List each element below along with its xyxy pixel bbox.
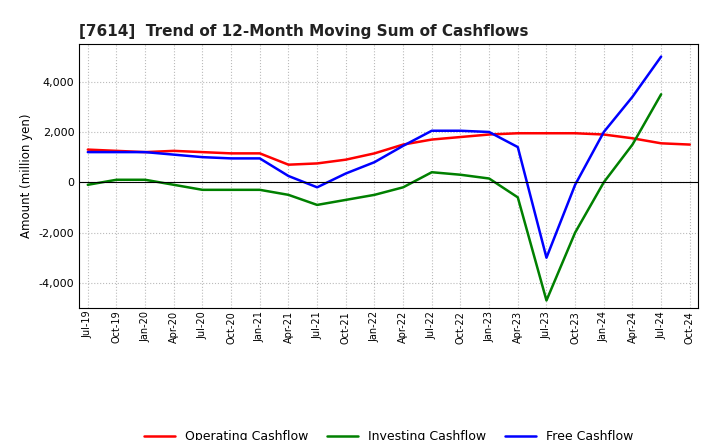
Free Cashflow bbox=[227, 156, 235, 161]
Investing Cashflow bbox=[227, 187, 235, 192]
Investing Cashflow bbox=[370, 192, 379, 198]
Free Cashflow bbox=[84, 150, 92, 155]
Investing Cashflow bbox=[112, 177, 121, 183]
Investing Cashflow bbox=[628, 142, 636, 147]
Free Cashflow bbox=[341, 171, 350, 176]
Free Cashflow bbox=[284, 173, 293, 179]
Operating Cashflow bbox=[657, 141, 665, 146]
Investing Cashflow bbox=[513, 195, 522, 200]
Free Cashflow bbox=[256, 156, 264, 161]
Investing Cashflow bbox=[312, 202, 321, 208]
Y-axis label: Amount (million yen): Amount (million yen) bbox=[20, 114, 33, 238]
Operating Cashflow bbox=[256, 151, 264, 156]
Investing Cashflow bbox=[542, 298, 551, 303]
Free Cashflow bbox=[513, 144, 522, 150]
Operating Cashflow bbox=[513, 131, 522, 136]
Investing Cashflow bbox=[256, 187, 264, 192]
Operating Cashflow bbox=[112, 148, 121, 154]
Investing Cashflow bbox=[485, 176, 493, 181]
Line: Free Cashflow: Free Cashflow bbox=[88, 57, 661, 258]
Free Cashflow bbox=[600, 129, 608, 135]
Operating Cashflow bbox=[399, 142, 408, 147]
Investing Cashflow bbox=[571, 230, 580, 235]
Free Cashflow bbox=[428, 128, 436, 133]
Free Cashflow bbox=[399, 143, 408, 148]
Investing Cashflow bbox=[399, 185, 408, 190]
Operating Cashflow bbox=[141, 150, 150, 155]
Investing Cashflow bbox=[141, 177, 150, 183]
Legend: Operating Cashflow, Investing Cashflow, Free Cashflow: Operating Cashflow, Investing Cashflow, … bbox=[139, 425, 639, 440]
Investing Cashflow bbox=[84, 182, 92, 187]
Free Cashflow bbox=[112, 150, 121, 155]
Operating Cashflow bbox=[628, 136, 636, 141]
Investing Cashflow bbox=[169, 182, 178, 187]
Free Cashflow bbox=[141, 150, 150, 155]
Investing Cashflow bbox=[284, 192, 293, 198]
Operating Cashflow bbox=[685, 142, 694, 147]
Operating Cashflow bbox=[370, 151, 379, 156]
Free Cashflow bbox=[571, 182, 580, 187]
Line: Operating Cashflow: Operating Cashflow bbox=[88, 133, 690, 165]
Operating Cashflow bbox=[341, 157, 350, 162]
Operating Cashflow bbox=[428, 137, 436, 142]
Operating Cashflow bbox=[542, 131, 551, 136]
Operating Cashflow bbox=[198, 150, 207, 155]
Investing Cashflow bbox=[600, 180, 608, 185]
Operating Cashflow bbox=[312, 161, 321, 166]
Investing Cashflow bbox=[428, 169, 436, 175]
Free Cashflow bbox=[169, 152, 178, 157]
Free Cashflow bbox=[312, 185, 321, 190]
Operating Cashflow bbox=[571, 131, 580, 136]
Operating Cashflow bbox=[227, 151, 235, 156]
Investing Cashflow bbox=[456, 172, 465, 177]
Investing Cashflow bbox=[198, 187, 207, 192]
Operating Cashflow bbox=[84, 147, 92, 152]
Free Cashflow bbox=[370, 160, 379, 165]
Free Cashflow bbox=[542, 255, 551, 260]
Free Cashflow bbox=[198, 154, 207, 160]
Investing Cashflow bbox=[341, 197, 350, 202]
Operating Cashflow bbox=[169, 148, 178, 154]
Operating Cashflow bbox=[485, 132, 493, 137]
Line: Investing Cashflow: Investing Cashflow bbox=[88, 94, 661, 301]
Text: [7614]  Trend of 12-Month Moving Sum of Cashflows: [7614] Trend of 12-Month Moving Sum of C… bbox=[79, 24, 528, 39]
Free Cashflow bbox=[456, 128, 465, 133]
Operating Cashflow bbox=[456, 134, 465, 139]
Investing Cashflow bbox=[657, 92, 665, 97]
Free Cashflow bbox=[485, 129, 493, 135]
Operating Cashflow bbox=[284, 162, 293, 167]
Free Cashflow bbox=[628, 94, 636, 99]
Operating Cashflow bbox=[600, 132, 608, 137]
Free Cashflow bbox=[657, 54, 665, 59]
